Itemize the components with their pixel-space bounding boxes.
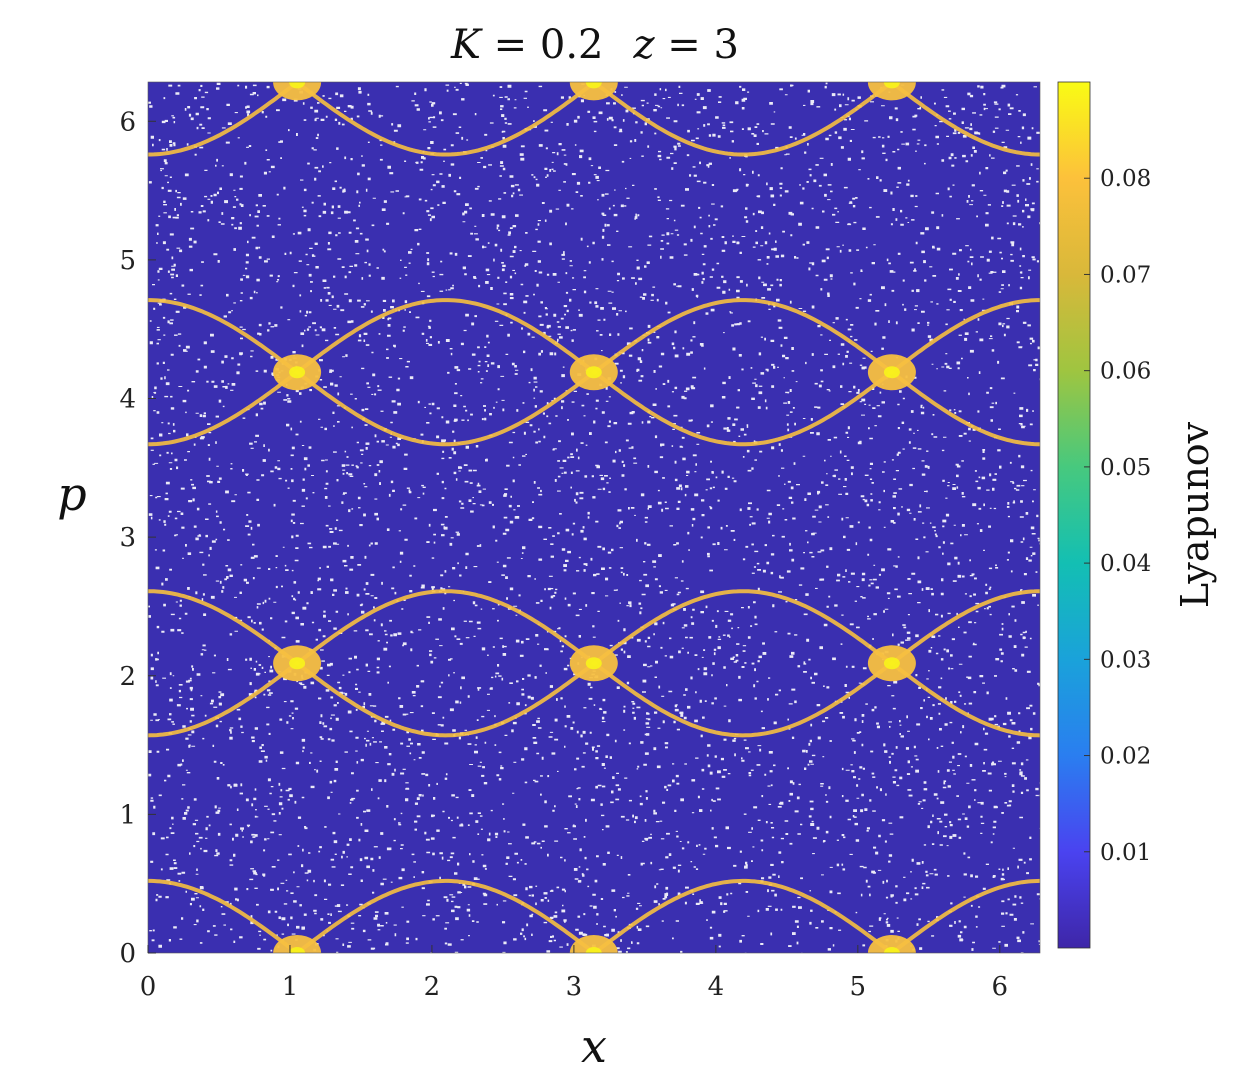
x-tick-label-6: 6 xyxy=(992,972,1009,1002)
y-tick-label-3: 3 xyxy=(119,523,136,553)
colorbar-tick-label-0.03: 0.03 xyxy=(1100,647,1151,673)
hyperbolic-point-core-11 xyxy=(883,82,900,89)
hyperbolic-point-11 xyxy=(867,82,916,101)
colorbar-tick-label-0.01: 0.01 xyxy=(1100,840,1151,866)
x-tick-label-4: 4 xyxy=(708,972,725,1002)
x-tick-label-1: 1 xyxy=(282,972,299,1002)
y-tick-label-1: 1 xyxy=(119,800,136,830)
colorbar-ticks: 0.01 0.02 0.03 0.04 0.05 0.06 0.07 0.08 xyxy=(1084,166,1151,866)
y-tick-label-0: 0 xyxy=(119,939,136,969)
y-tick-label-6: 6 xyxy=(119,107,136,137)
title-k: K xyxy=(450,22,483,68)
hyperbolic-point-core-10 xyxy=(585,82,602,89)
hyperbolic-point-core-2 xyxy=(883,947,900,953)
hyperbolic-points xyxy=(273,82,916,953)
colorbar-tick-label-0.05: 0.05 xyxy=(1100,455,1151,481)
y-tick-label-4: 4 xyxy=(119,385,136,415)
colorbar-tick-label-0.02: 0.02 xyxy=(1100,744,1151,770)
hyperbolic-point-core-6 xyxy=(289,366,306,379)
x-axis: 0 1 2 3 4 5 6 xyxy=(140,945,1008,1002)
hyperbolic-point-core-7 xyxy=(585,366,602,379)
hyperbolic-point-core-8 xyxy=(883,366,900,379)
plot-area-background xyxy=(148,82,1040,953)
colorbar xyxy=(1057,81,1091,949)
hyperbolic-point-1 xyxy=(569,935,618,953)
colorbar-tick-label-0.04: 0.04 xyxy=(1100,551,1151,577)
y-tick-label-5: 5 xyxy=(119,246,136,276)
y-axis: 0 1 2 3 4 5 6 xyxy=(119,107,156,969)
colorbar-title: Lyapunov xyxy=(1173,421,1217,608)
hyperbolic-point-core-5 xyxy=(883,657,900,670)
hyperbolic-point-0 xyxy=(273,935,322,953)
x-tick-label-0: 0 xyxy=(140,972,157,1002)
colorbar-tick-label-0.06: 0.06 xyxy=(1100,359,1151,385)
y-axis-title: p xyxy=(57,467,86,521)
x-tick-label-2: 2 xyxy=(424,972,441,1002)
x-axis-title: x xyxy=(581,1019,607,1073)
hyperbolic-point-9 xyxy=(273,82,322,101)
chart-title: K = 0.2 z = 3 xyxy=(450,22,739,68)
hyperbolic-point-2 xyxy=(867,935,916,953)
hyperbolic-point-10 xyxy=(569,82,618,101)
y-tick-label-2: 2 xyxy=(119,662,136,692)
x-tick-label-5: 5 xyxy=(850,972,867,1002)
hyperbolic-point-core-1 xyxy=(585,947,602,953)
hyperbolic-point-core-3 xyxy=(289,657,306,670)
hyperbolic-point-core-4 xyxy=(585,657,602,670)
hyperbolic-point-core-9 xyxy=(289,82,306,89)
x-tick-label-3: 3 xyxy=(566,972,583,1002)
hyperbolic-point-core-0 xyxy=(289,947,306,953)
plot-frame xyxy=(147,81,1041,954)
colorbar-tick-label-0.07: 0.07 xyxy=(1100,262,1151,288)
colorbar-tick-label-0.08: 0.08 xyxy=(1100,166,1151,192)
